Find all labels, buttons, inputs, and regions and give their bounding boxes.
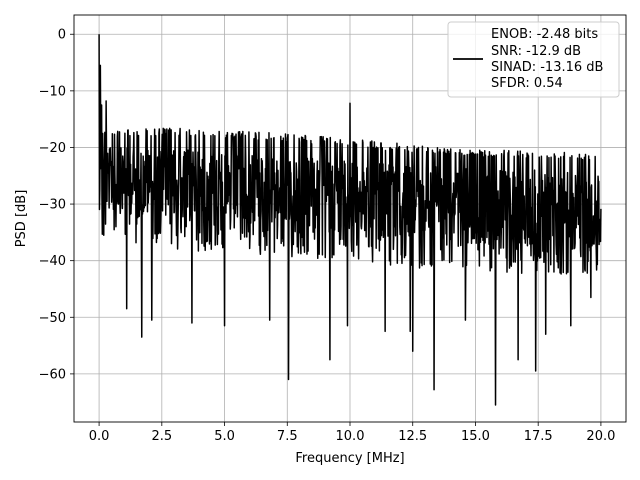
x-tick-label: 7.5: [277, 429, 298, 444]
legend-enob: ENOB: -2.48 bits: [491, 27, 598, 42]
y-tick-label: −50: [39, 311, 66, 326]
x-tick-label: 15.0: [461, 429, 490, 444]
x-tick-label: 10.0: [336, 429, 365, 444]
x-tick-label: 2.5: [151, 429, 172, 444]
legend-box: [447, 21, 620, 98]
legend-snr: SNR: -12.9 dB: [491, 44, 581, 59]
y-tick-label: −30: [39, 198, 66, 213]
axis-ticks: 0.0 2.5 5.0 7.5 10.0 12.5 15.0 17.5 20.0 0 −10 −20 −…: [39, 28, 616, 444]
legend-sinad: SINAD: -13.16 dB: [491, 60, 603, 75]
y-tick-label: 0: [58, 28, 66, 43]
x-tick-label: 20.0: [586, 429, 615, 444]
y-tick-label: −20: [39, 141, 66, 156]
legend: ENOB: -2.48 bits SNR: -12.9 dB SINAD: -1…: [447, 21, 620, 98]
x-tick-label: 17.5: [524, 429, 553, 444]
psd-trace: [98, 34, 602, 406]
x-tick-label: 0.0: [89, 429, 110, 444]
x-tick-label: 5.0: [214, 429, 235, 444]
x-tick-label: 12.5: [398, 429, 427, 444]
y-axis-label: PSD [dB]: [14, 190, 29, 248]
y-tick-label: −40: [39, 254, 66, 269]
y-tick-label: −10: [39, 84, 66, 99]
legend-sfdr: SFDR: 0.54: [491, 76, 563, 91]
y-tick-label: −60: [39, 367, 66, 382]
psd-series: [98, 34, 602, 406]
x-axis-label: Frequency [MHz]: [295, 451, 404, 466]
